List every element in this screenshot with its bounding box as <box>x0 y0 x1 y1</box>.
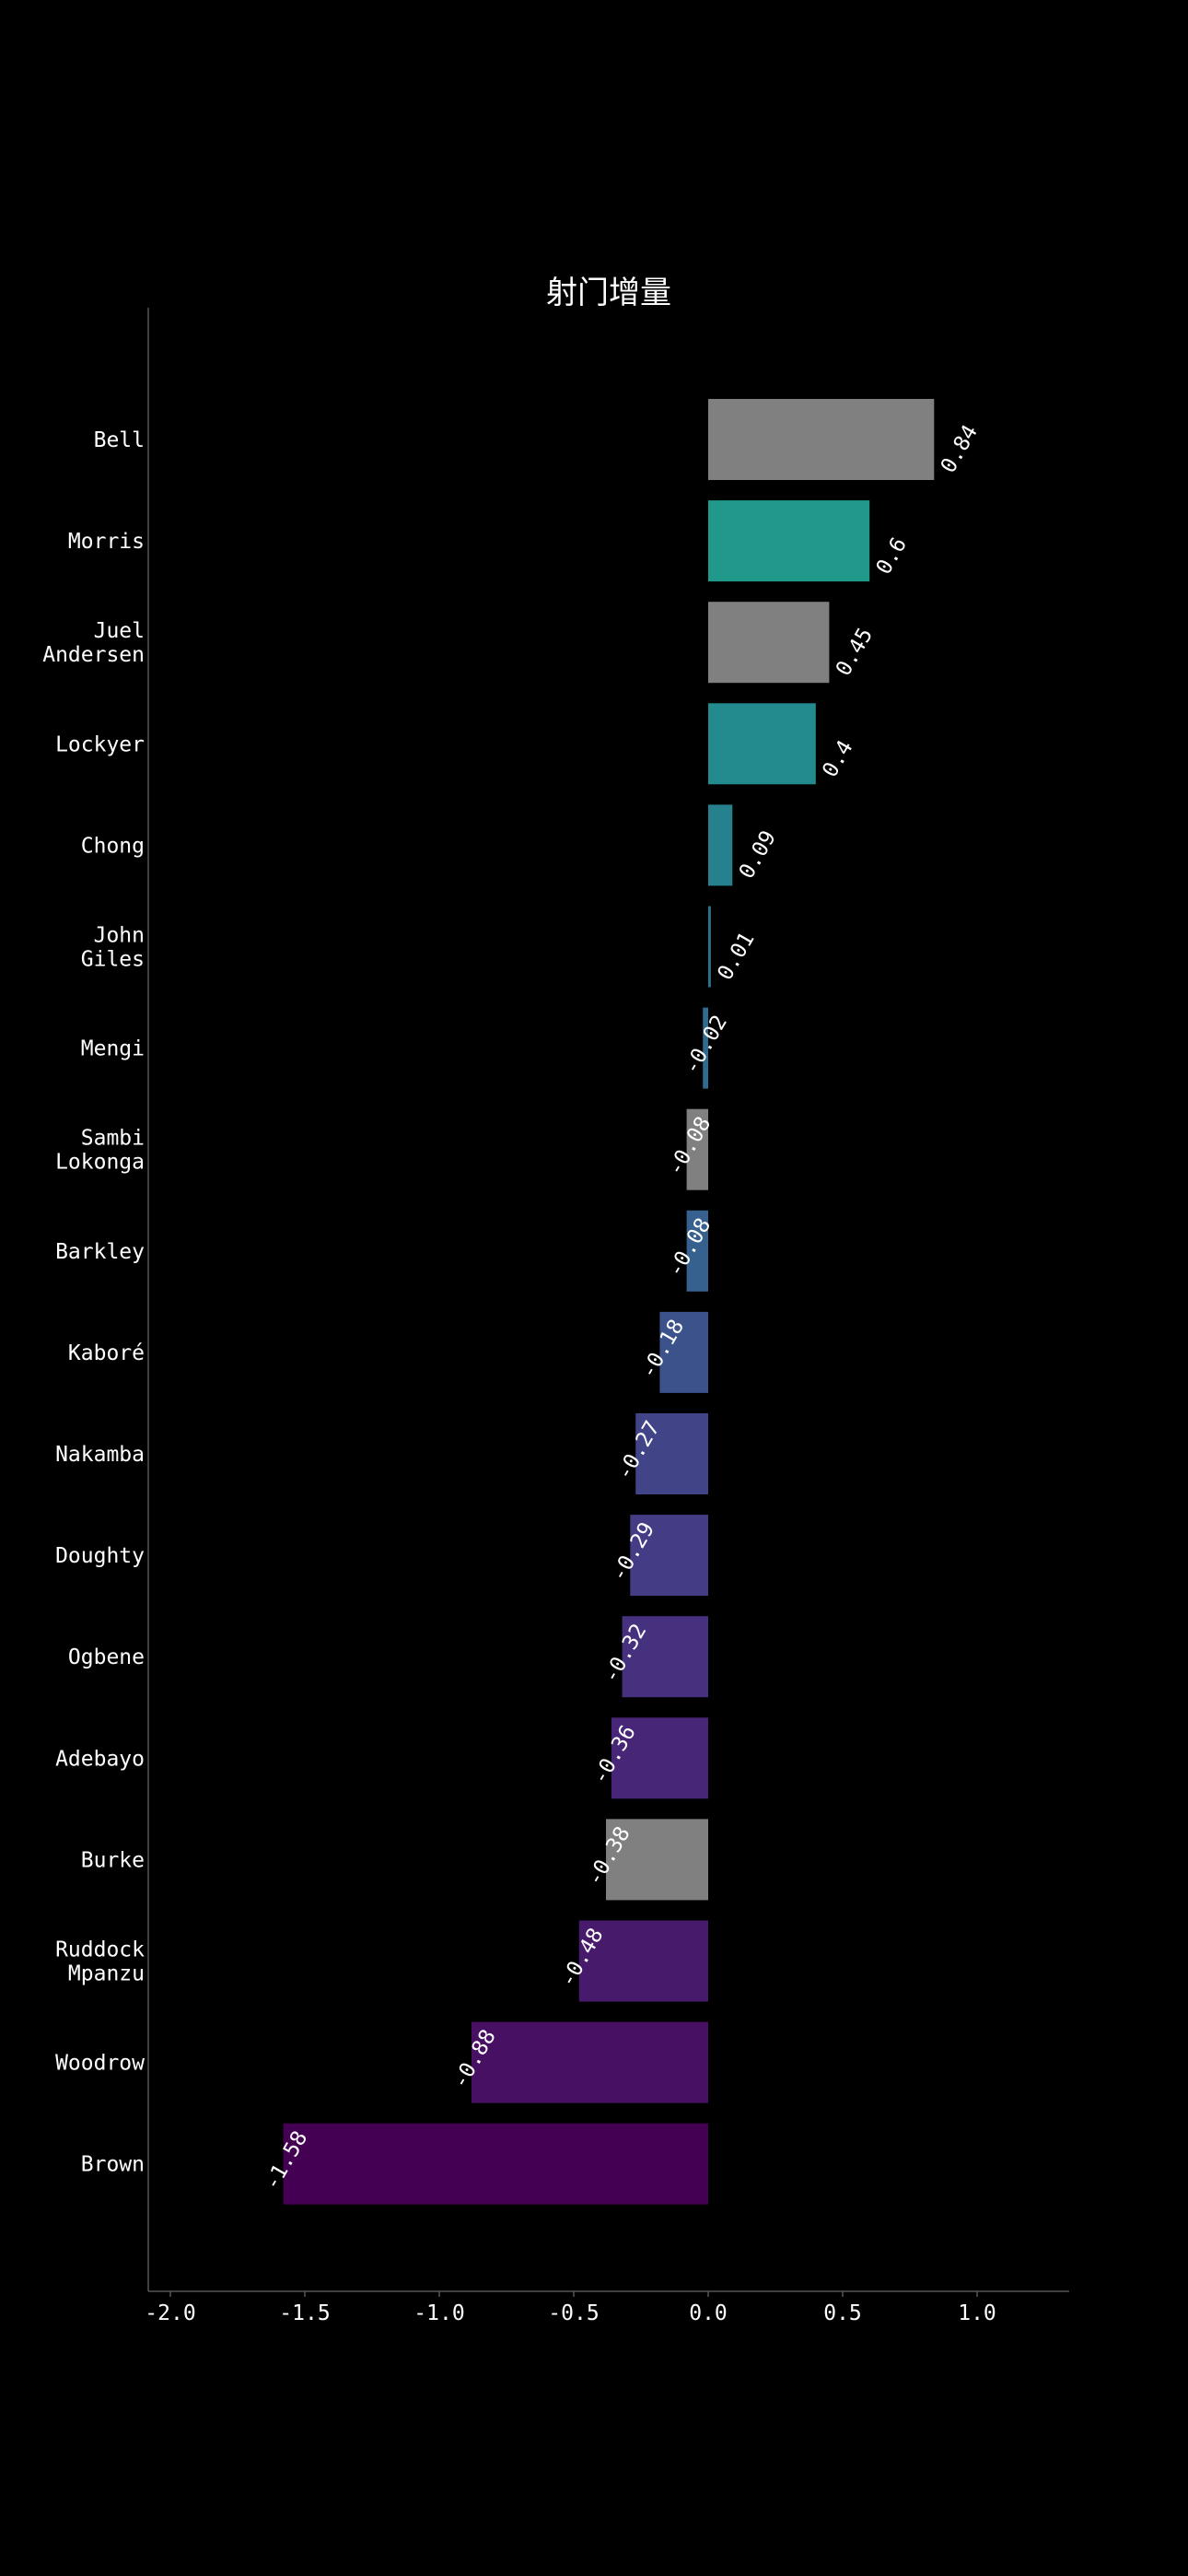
category-label-line: Bell <box>94 428 145 452</box>
x-tick-label: -1.0 <box>413 2301 464 2325</box>
category-label: Ruddock Mpanzu <box>55 1938 145 1986</box>
category-label-line: Barkley <box>55 1240 145 1264</box>
category-label-line: Adebayo <box>55 1747 145 1771</box>
bars-layer <box>283 399 935 2205</box>
x-tick-label: 0.5 <box>823 2301 862 2325</box>
category-label: Mengi <box>81 1037 145 1061</box>
category-label-line: Ruddock <box>55 1938 145 1962</box>
category-label-line: Giles <box>81 948 145 972</box>
category-label-line: Chong <box>81 834 145 858</box>
x-tick-label: -1.5 <box>279 2301 330 2325</box>
bar <box>686 1108 708 1190</box>
bar <box>703 1007 708 1089</box>
value-label: 0.01 <box>713 929 759 985</box>
x-tick-label: 1.0 <box>958 2301 996 2325</box>
bar <box>578 1920 708 2002</box>
category-label-line: Ogbene <box>68 1645 145 1669</box>
category-label: Morris <box>68 530 145 554</box>
category-label-line: Burke <box>81 1848 145 1872</box>
x-tick-label: -2.0 <box>145 2301 195 2325</box>
bar <box>659 1311 708 1393</box>
value-label: 0.45 <box>832 624 878 680</box>
category-label: Woodrow <box>55 2052 145 2076</box>
category-label-line: Mpanzu <box>68 1962 145 1986</box>
category-label-line: John <box>94 924 145 948</box>
category-label: Brown <box>81 2153 145 2177</box>
category-label: Barkley <box>55 1240 145 1264</box>
bar <box>622 1616 708 1698</box>
bar <box>708 906 711 988</box>
category-label: Sambi Lokonga <box>55 1127 145 1175</box>
bar <box>708 703 816 785</box>
category-label: John Giles <box>81 924 145 972</box>
value-label: -0.02 <box>680 1012 732 1079</box>
value-label: 0.09 <box>735 826 781 883</box>
category-label-line: Andersen <box>42 643 145 667</box>
category-label-line: Juel <box>94 619 145 643</box>
category-label-line: Lokonga <box>55 1151 145 1175</box>
bar <box>708 399 935 480</box>
bar <box>708 500 870 582</box>
category-labels-layer: Bell Morris Juel Andersen Lockyer Chong John Gi… <box>42 428 145 2177</box>
category-label: Adebayo <box>55 1747 145 1771</box>
category-label: Juel Andersen <box>42 619 145 667</box>
chart-title: 射门增量 <box>546 275 671 311</box>
category-label: Lockyer <box>55 732 145 756</box>
category-label: Doughty <box>55 1544 145 1568</box>
category-label: Kaboré <box>68 1341 145 1365</box>
category-label-line: Nakamba <box>55 1443 145 1467</box>
bar <box>606 1819 708 1901</box>
bar <box>283 2123 708 2205</box>
category-label-line: Sambi <box>81 1127 145 1151</box>
category-label-line: Doughty <box>55 1544 145 1568</box>
value-label: 0.6 <box>872 533 912 579</box>
x-ticks-layer: -2.0 -1.5 -1.0 -0.5 0.0 0.5 1.0 <box>145 2291 996 2325</box>
value-label: 0.84 <box>937 421 983 477</box>
category-label-line: Morris <box>68 530 145 554</box>
bar <box>686 1210 708 1292</box>
category-label-line: Kaboré <box>68 1341 145 1365</box>
category-label: Chong <box>81 834 145 858</box>
category-label-line: Brown <box>81 2153 145 2177</box>
bar <box>708 804 733 886</box>
category-label-line: Mengi <box>81 1037 145 1061</box>
category-label-line: Lockyer <box>55 732 145 756</box>
category-label: Burke <box>81 1848 145 1872</box>
bar <box>635 1413 708 1494</box>
bar <box>611 1717 708 1799</box>
x-tick-label: 0.0 <box>689 2301 728 2325</box>
category-label: Nakamba <box>55 1443 145 1467</box>
x-tick-label: -0.5 <box>548 2301 599 2325</box>
category-label: Bell <box>94 428 145 452</box>
bar <box>708 602 830 684</box>
bar <box>630 1515 708 1597</box>
value-label: 0.4 <box>818 736 857 781</box>
category-label: Ogbene <box>68 1645 145 1669</box>
category-label-line: Woodrow <box>55 2052 145 2076</box>
bar <box>472 2021 708 2103</box>
